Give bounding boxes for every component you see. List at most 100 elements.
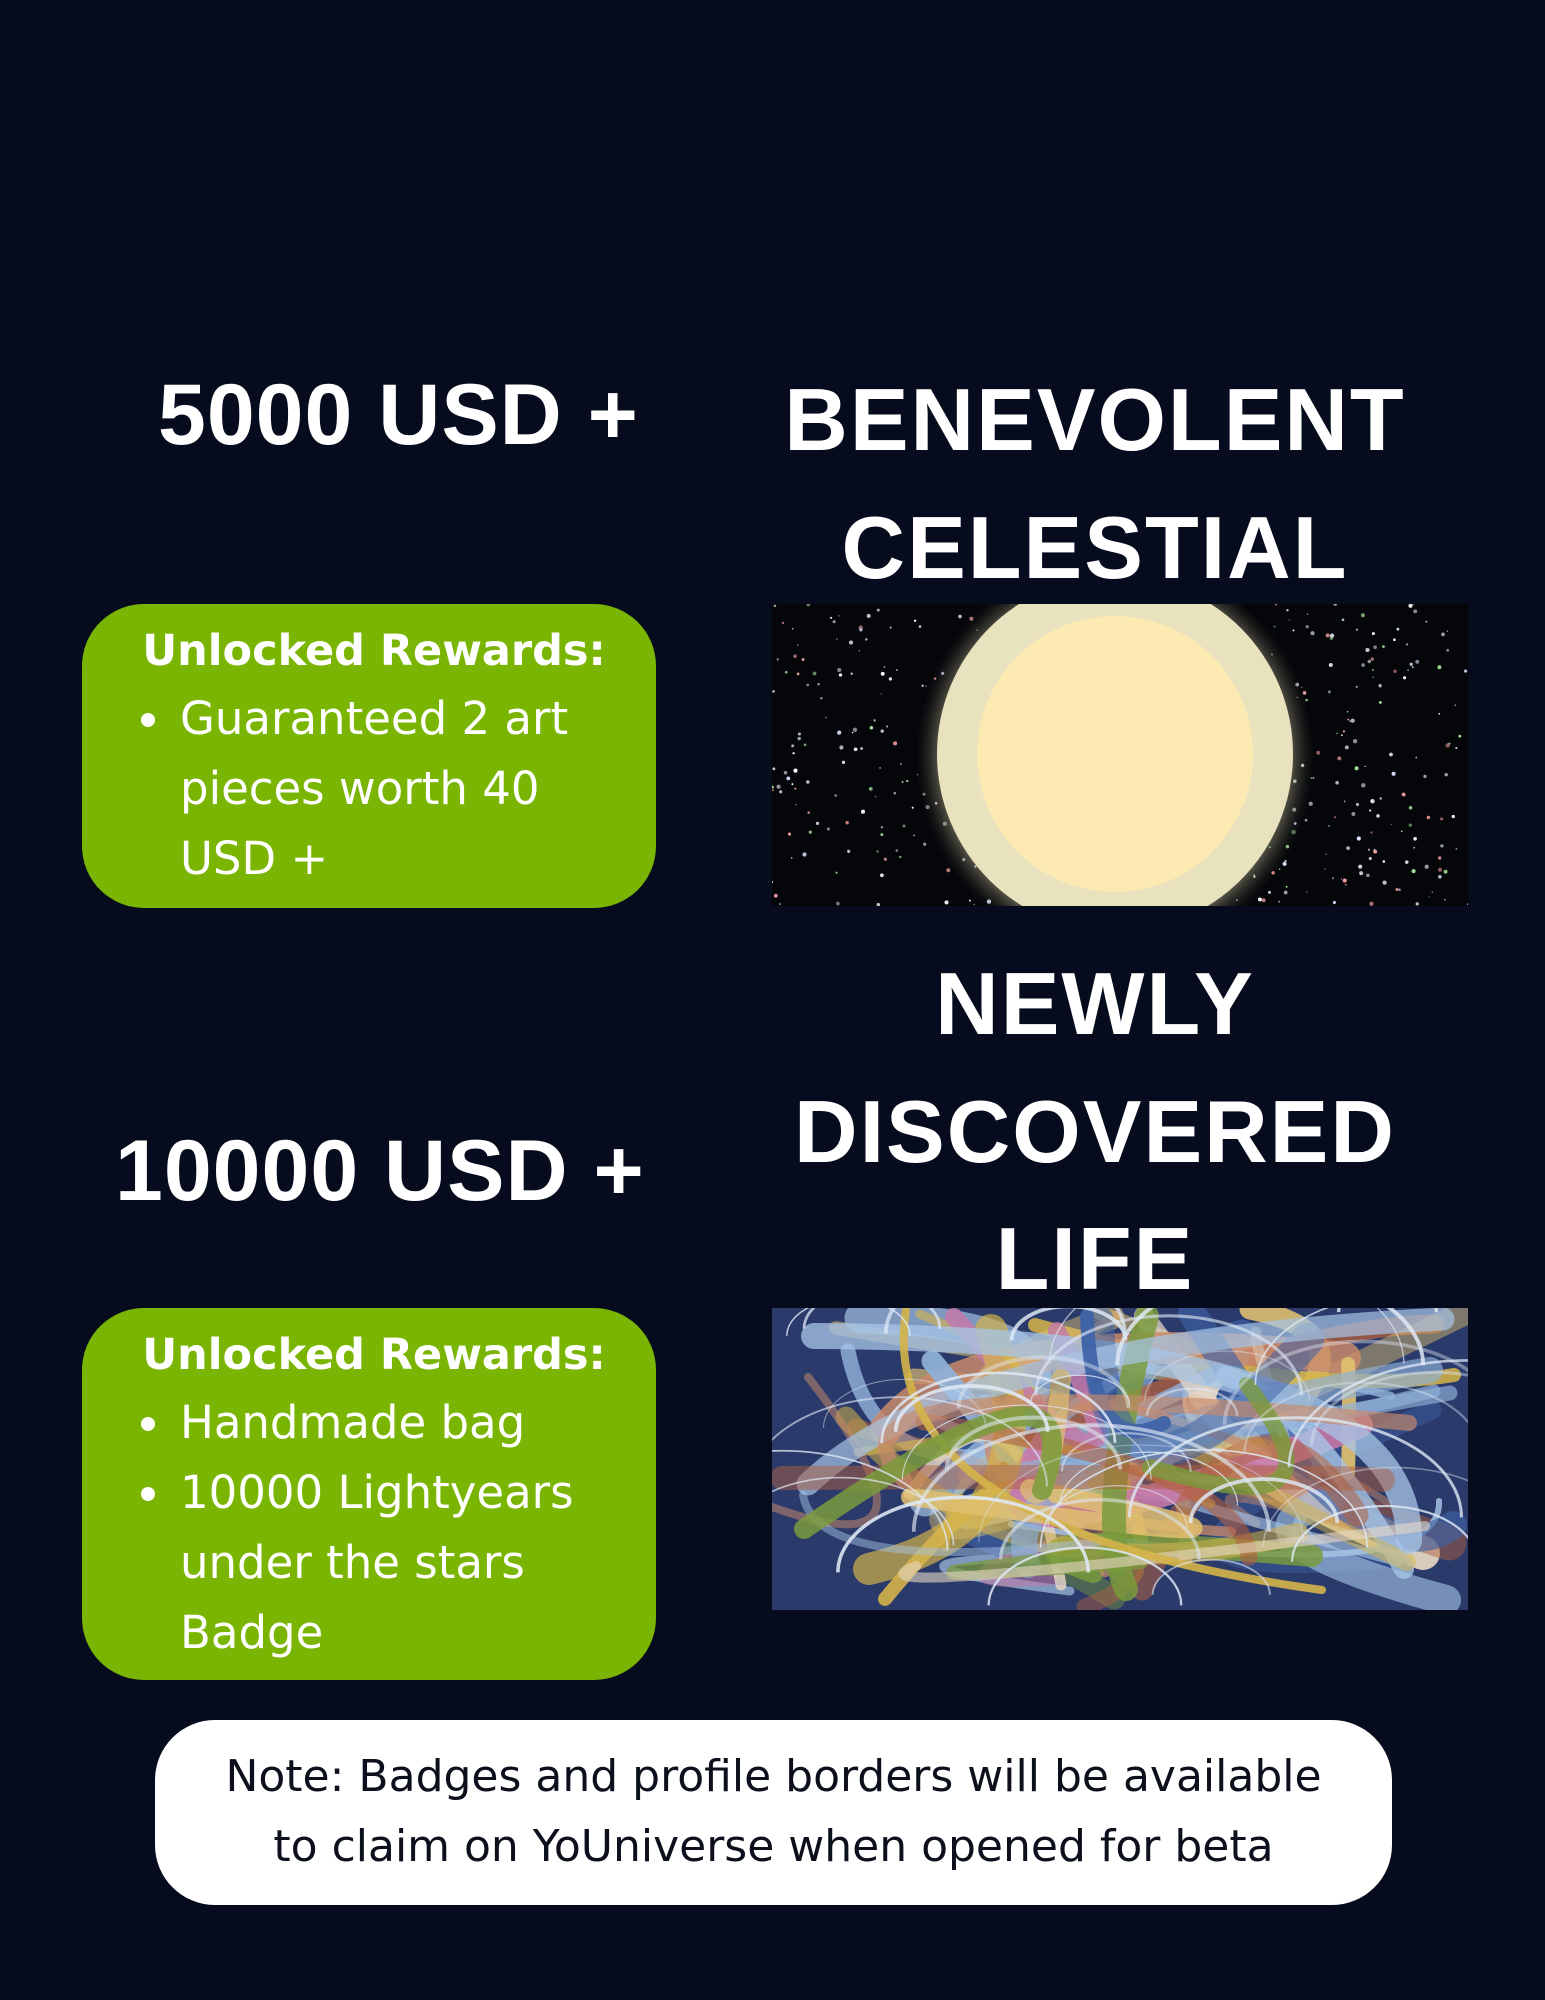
star-dot [880,833,884,837]
star-dot [772,881,774,884]
star-dot [1333,604,1337,606]
star-dot [1467,903,1468,906]
star-dot [883,857,888,861]
star-dot [790,857,793,859]
star-dot [1441,632,1445,637]
star-dot [794,787,797,790]
star-dot [783,770,788,775]
star-dot [786,776,791,781]
celestial-sun-image [772,604,1468,906]
star-dot [911,806,914,809]
star-dot [806,780,810,784]
star-dot [1409,662,1413,666]
star-dot [796,672,800,676]
star-dot [852,727,858,732]
star-dot [906,779,909,783]
swirl-line [1188,1477,1340,1524]
swirl-line [1127,1416,1463,1518]
star-dot [1335,780,1339,785]
star-dot [1415,902,1419,906]
star-dot [1393,669,1397,674]
star-dot [880,729,884,733]
star-dot [847,849,851,853]
tier-1-price: 5000 USD + [158,367,639,463]
star-dot [1464,669,1468,673]
star-dot [1328,663,1333,667]
star-dot [1455,847,1458,850]
star-dot [880,693,882,695]
star-dot [876,608,880,612]
swirl-line [1034,1314,1304,1396]
star-dot [832,620,836,624]
star-dot [826,827,830,831]
star-dot [1350,718,1355,723]
star-dot [1444,773,1448,777]
star-dot [792,752,795,755]
note-box: Note: Badges and profile borders will be… [155,1720,1392,1905]
star-dot [807,811,810,814]
swirl-line [1009,1308,1128,1341]
star-dot [1358,864,1363,869]
star-dot [1342,730,1346,733]
star-dot [1348,720,1351,723]
star-dot [1451,814,1455,819]
star-dot [1408,604,1413,608]
star-dot [1428,896,1430,898]
tier-1-rewards-heading: Unlocked Rewards: [142,626,606,676]
star-dot [853,747,858,752]
star-dot [1329,636,1333,640]
star-dot [1330,633,1335,638]
star-dot [1360,613,1365,618]
swirl-line [772,1396,1048,1487]
star-dot [848,640,854,645]
star-dot [836,638,838,640]
star-dot [1443,869,1448,874]
star-dot [1412,604,1414,606]
star-dot [1391,771,1396,776]
star-dot [1405,643,1409,646]
star-dot [923,842,927,846]
star-dot [772,690,775,693]
star-dot [886,725,889,728]
star-dot [1337,756,1342,761]
star-dot [1448,742,1451,745]
star-dot [880,671,885,676]
star-dot [1365,647,1370,653]
celestial-artwork [772,604,1468,906]
star-dot [1454,704,1457,707]
swirl-line [901,1404,1152,1480]
star-dot [1437,665,1442,670]
swirl-line [944,1415,1123,1470]
star-dot [893,741,898,746]
star-dot [1373,645,1377,650]
star-dot [1379,797,1382,800]
star-dot [1352,739,1358,744]
tier-1-reward-item: Guaranteed 2 art pieces worth 40 USD + [176,684,580,894]
star-dot [791,783,794,786]
star-dot [1413,847,1415,849]
star-dot [913,619,917,623]
star-dot [880,826,884,829]
note-line-1: Note: Badges and profile borders will be… [225,1751,1322,1802]
star-dot [1389,752,1393,757]
star-dot [1390,823,1392,826]
star-dot [808,830,812,834]
star-dot [1401,792,1406,797]
star-dot [1283,890,1288,895]
star-dot [1424,864,1429,869]
star-dot [1285,885,1288,888]
star-dot [838,615,840,617]
swirl-line [1290,1504,1468,1562]
tier-2-title-line-2: Discovered Life [794,1081,1396,1309]
star-dot [797,736,801,741]
star-dot [839,745,844,750]
swirl-line [802,1308,942,1329]
star-dot [837,667,842,673]
star-dot [776,784,781,789]
star-dot [1361,783,1366,788]
star-dot [851,731,854,734]
swirl-line [880,1371,1117,1443]
star-dot [1373,849,1378,854]
star-dot [1370,799,1375,804]
star-dot [901,780,904,783]
